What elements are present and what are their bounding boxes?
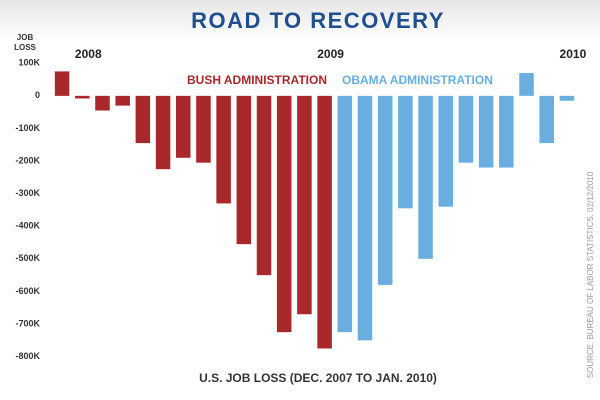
- legend-label: OBAMA ADMINISTRATION: [342, 73, 493, 87]
- bar: [499, 95, 514, 168]
- bar: [317, 95, 332, 349]
- y-tick-label: -200K: [15, 155, 40, 165]
- bar: [337, 95, 353, 333]
- bar: [155, 95, 171, 170]
- y-tick-label: -400K: [15, 221, 40, 231]
- bar: [377, 95, 393, 285]
- bar: [135, 95, 151, 144]
- x-tick-label: 2009: [317, 47, 344, 61]
- legend-label: BUSH ADMINISTRATION: [187, 73, 327, 87]
- bar: [115, 95, 130, 106]
- bar: [418, 95, 433, 259]
- bar: [196, 95, 211, 163]
- source: SOURCE: BUREAU OF LABOR STATISTICS, 02/1…: [586, 171, 595, 378]
- bar: [216, 95, 231, 204]
- x-tick-label: 2010: [560, 47, 587, 61]
- y-tick-label: -300K: [15, 188, 40, 198]
- y-tick-label: -500K: [15, 253, 40, 263]
- bar: [438, 95, 454, 207]
- y-tick-label: 0: [35, 90, 40, 100]
- bar: [256, 95, 272, 276]
- x-tick-label: 2008: [75, 47, 102, 61]
- bar: [478, 95, 494, 168]
- chart-title: ROAD TO RECOVERY: [191, 8, 445, 33]
- y-tick-label: -600K: [15, 286, 40, 296]
- bar: [236, 95, 252, 245]
- bar: [276, 95, 292, 333]
- bar: [398, 95, 413, 209]
- y-tick-label: -700K: [15, 318, 40, 328]
- bar: [175, 95, 191, 158]
- bar: [75, 95, 90, 99]
- bar: [54, 71, 70, 96]
- bar: [357, 95, 373, 341]
- y-axis-label: JOB LOSS: [14, 33, 36, 52]
- bar: [297, 95, 312, 315]
- y-tick-label: -100K: [15, 123, 40, 133]
- bar: [559, 95, 575, 101]
- bar: [519, 73, 534, 96]
- bar: [458, 95, 474, 163]
- bar: [95, 95, 110, 111]
- bar: [539, 95, 554, 144]
- x-axis-label: U.S. JOB LOSS (DEC. 2007 TO JAN. 2010): [199, 371, 437, 385]
- y-tick-label: -800K: [15, 351, 40, 361]
- y-tick-label: 100K: [18, 58, 40, 68]
